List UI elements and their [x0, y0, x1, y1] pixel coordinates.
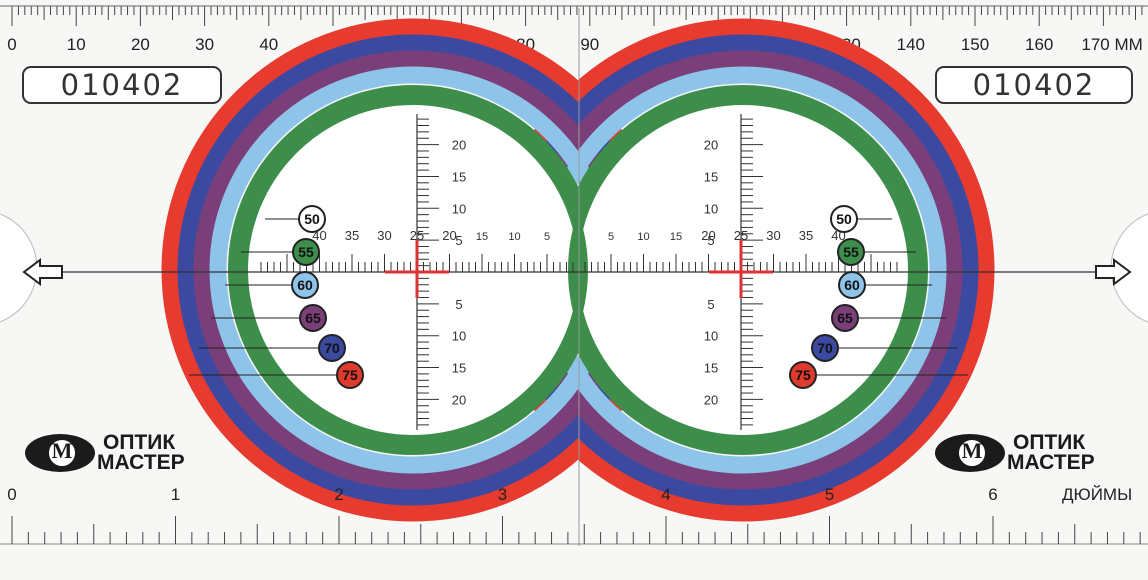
mm-scale-label: 40 [259, 35, 278, 54]
vertical-scale-label: 20 [704, 392, 718, 407]
logo-line-2: МАСТЕР [1007, 451, 1095, 474]
mm-scale-labels: 0 10 20 30 40 50 60 70 80 90 100 110 120 130 140 150 160… [7, 35, 1143, 54]
vertical-scale-label: 5 [455, 297, 462, 312]
inch-scale-label: 2 [334, 485, 343, 504]
vertical-scale-label: 20 [452, 392, 466, 407]
inch-scale-label: 0 [7, 485, 16, 504]
horizontal-scale-label: 25 [410, 228, 424, 243]
vertical-scale-label: 20 [452, 138, 466, 153]
badge-70-right [811, 334, 839, 362]
badge-75-left [336, 361, 364, 389]
logo-line-1: ОПТИК [103, 431, 176, 454]
inch-scale-label: 4 [661, 485, 670, 504]
logo-line-1: ОПТИК [1013, 431, 1086, 454]
vertical-scale-label: 10 [704, 329, 718, 344]
badge-75-right [789, 361, 817, 389]
mm-scale-label: 140 [897, 35, 925, 54]
mm-scale-label: 10 [67, 35, 86, 54]
badge-60-right [838, 271, 866, 299]
badge-65-right [831, 304, 859, 332]
mm-scale-label: 160 [1025, 35, 1053, 54]
brand-logo-left: M ОПТИК МАСТЕР [25, 431, 230, 475]
mm-scale-label: 30 [195, 35, 214, 54]
inner-green-ring-left [238, 95, 588, 445]
badge-65-left [299, 304, 327, 332]
badge-label: 55 [298, 244, 314, 260]
logo-disc-icon [25, 434, 95, 472]
horizontal-scale-label: 5 [608, 231, 614, 243]
badge-70-left [318, 334, 346, 362]
horizontal-scale-label: 30 [377, 228, 391, 243]
badge-label: 60 [844, 277, 860, 293]
badge-label: 50 [836, 211, 852, 227]
vertical-scale-label: 5 [707, 233, 714, 248]
vertical-scale-label: 15 [452, 169, 466, 184]
mm-scale-label: 170 MM [1081, 35, 1142, 54]
badge-55-left [292, 238, 320, 266]
mm-scale-label: 0 [7, 35, 16, 54]
badge-60-left [291, 271, 319, 299]
horizontal-scale-label: 15 [476, 231, 488, 243]
vertical-scale-label: 10 [704, 201, 718, 216]
inch-scale-label: 5 [825, 485, 834, 504]
badge-label: 65 [837, 310, 853, 326]
vertical-scale-label: 15 [704, 169, 718, 184]
logo-line-2: МАСТЕР [97, 451, 185, 474]
badge-label: 75 [342, 367, 358, 383]
logo-mark: M [51, 438, 73, 463]
mm-scale-label: 20 [131, 35, 150, 54]
mm-scale-label: 90 [580, 35, 599, 54]
inch-scale-label: 6 [988, 485, 997, 504]
logo-mark: M [961, 438, 983, 463]
vertical-scale-label: 15 [704, 361, 718, 376]
frame-code-right: 010402 [935, 66, 1133, 104]
frame-code-left: 010402 [22, 66, 222, 104]
arrow-left-icon[interactable] [22, 258, 63, 286]
vertical-scale-label: 5 [455, 233, 462, 248]
badge-label: 70 [817, 340, 833, 356]
horizontal-scale-label: 15 [670, 231, 682, 243]
vertical-scale-label: 15 [452, 361, 466, 376]
horizontal-scale-label: 25 [734, 228, 748, 243]
badge-label: 55 [843, 244, 859, 260]
brand-logo-right: M ОПТИК МАСТЕР [935, 431, 1140, 475]
badge-label: 60 [297, 277, 313, 293]
badge-label: 65 [305, 310, 321, 326]
horizontal-scale-label: 35 [345, 228, 359, 243]
vertical-scale-label: 20 [704, 138, 718, 153]
arrow-right-icon[interactable] [1095, 258, 1132, 286]
badge-50-left [298, 205, 326, 233]
badge-label: 75 [795, 367, 811, 383]
inch-scale-unit: ДЮЙМЫ [1062, 485, 1132, 504]
logo-disc-icon [935, 434, 1005, 472]
badge-label: 50 [304, 211, 320, 227]
inch-scale-label: 1 [171, 485, 180, 504]
vertical-scale-label: 10 [452, 329, 466, 344]
horizontal-scale-label: 30 [766, 228, 780, 243]
badge-50-right [830, 205, 858, 233]
colored-rings [161, 18, 995, 522]
badge-55-right [837, 238, 865, 266]
inch-scale-labels: 0 1 2 3 4 5 6 ДЮЙМЫ [7, 485, 1132, 504]
mm-scale-label: 150 [961, 35, 989, 54]
inch-scale-label: 3 [498, 485, 507, 504]
horizontal-scale-label: 35 [799, 228, 813, 243]
horizontal-scale-label: 10 [637, 231, 649, 243]
horizontal-scale-label: 5 [544, 231, 550, 243]
horizontal-scale-label: 20 [701, 228, 715, 243]
vertical-scale-label: 10 [452, 201, 466, 216]
inch-scale-ticks [11, 516, 1141, 544]
mm-scale-ticks [0, 5, 1148, 26]
horizontal-scale-label: 10 [508, 231, 520, 243]
vertical-scale-label: 5 [707, 297, 714, 312]
horizontal-scale-label: 20 [442, 228, 456, 243]
badge-label: 70 [324, 340, 340, 356]
